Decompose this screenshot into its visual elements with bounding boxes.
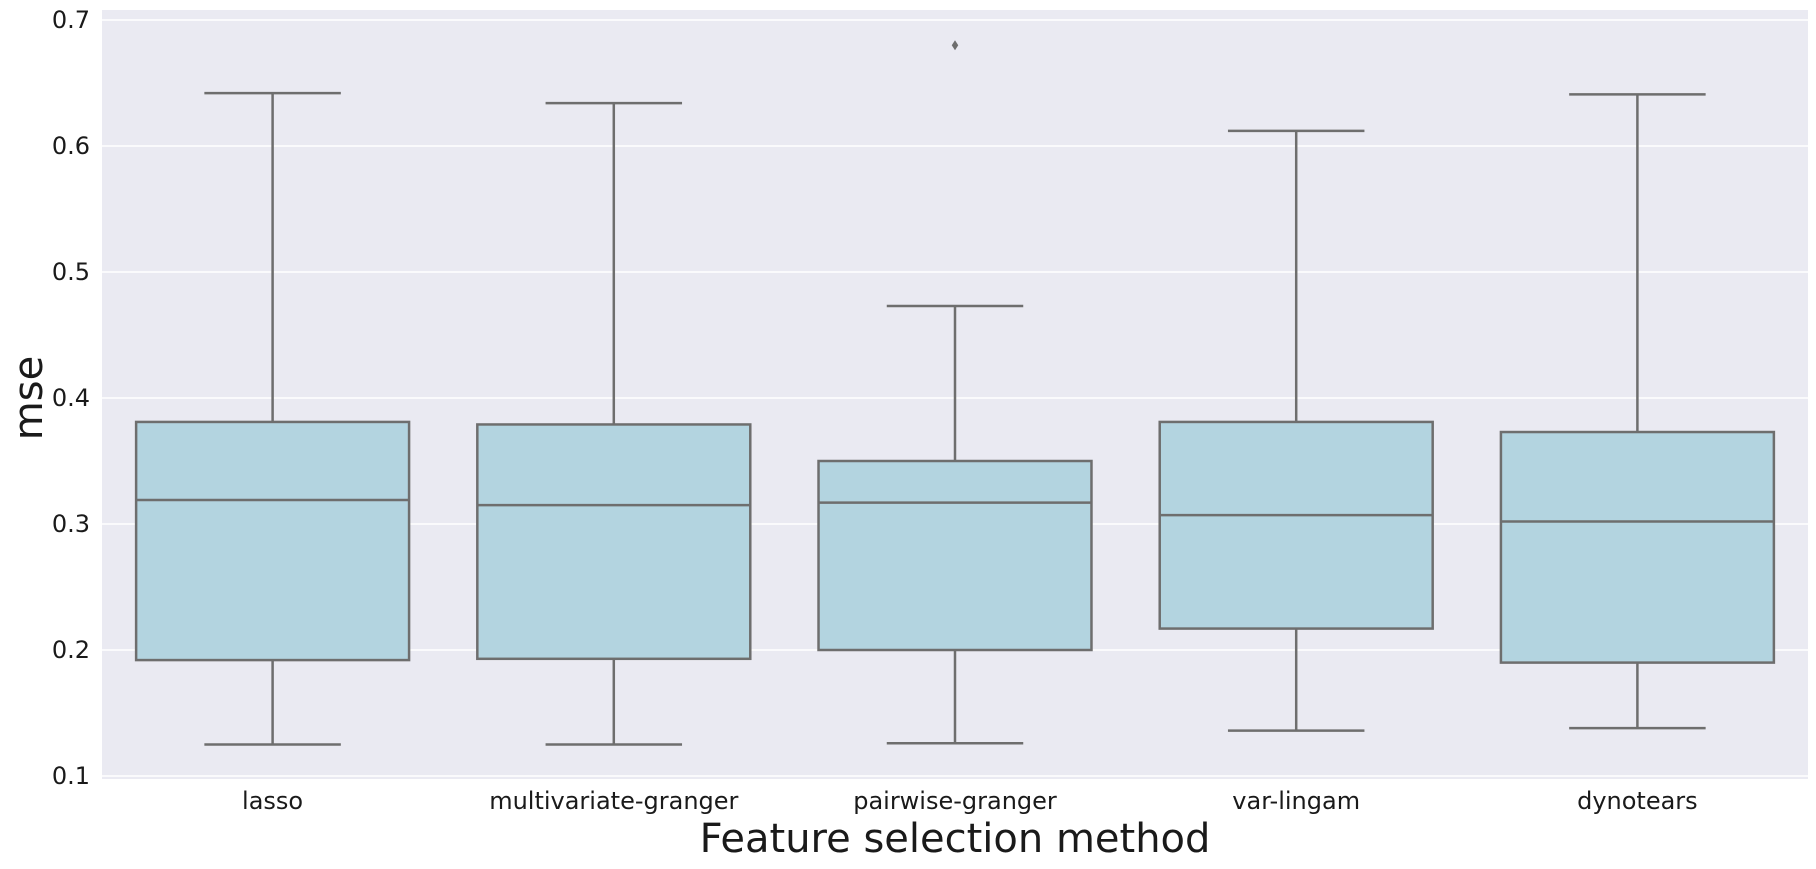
x-tick-label: multivariate-granger	[489, 787, 738, 815]
boxes	[134, 40, 1776, 746]
box-pairwise-granger	[817, 40, 1093, 745]
x-tick-label: pairwise-granger	[853, 787, 1057, 815]
x-tick-label: lasso	[242, 787, 303, 815]
y-axis-label: mse	[6, 356, 52, 440]
y-tick-label: 0.4	[52, 384, 90, 412]
x-tick-label: dynotears	[1577, 787, 1698, 815]
box-dynotears	[1499, 93, 1776, 730]
iqr-box	[1158, 420, 1434, 630]
outlier-point	[951, 40, 959, 51]
x-axis-label: Feature selection method	[700, 816, 1211, 862]
y-tick-label: 0.7	[52, 6, 90, 34]
iqr-box	[476, 423, 752, 661]
box-var-lingam	[1158, 129, 1434, 732]
y-tick-label: 0.5	[52, 258, 90, 286]
x-tick-label: var-lingam	[1232, 787, 1360, 815]
y-tick-label: 0.1	[52, 762, 90, 790]
iqr-box	[1499, 430, 1776, 664]
box-lasso	[134, 91, 411, 746]
box-multivariate-granger	[476, 101, 752, 746]
x-axis-ticks: lasso multivariate-granger pairwise-grange…	[242, 787, 1698, 815]
y-tick-label: 0.2	[52, 636, 90, 664]
y-tick-label: 0.3	[52, 510, 90, 538]
iqr-box	[817, 459, 1093, 652]
y-axis-ticks: 0.1 0.2 0.3 0.4 0.5 0.6 0.7	[52, 6, 90, 790]
y-tick-label: 0.6	[52, 132, 90, 160]
iqr-box	[134, 420, 411, 662]
